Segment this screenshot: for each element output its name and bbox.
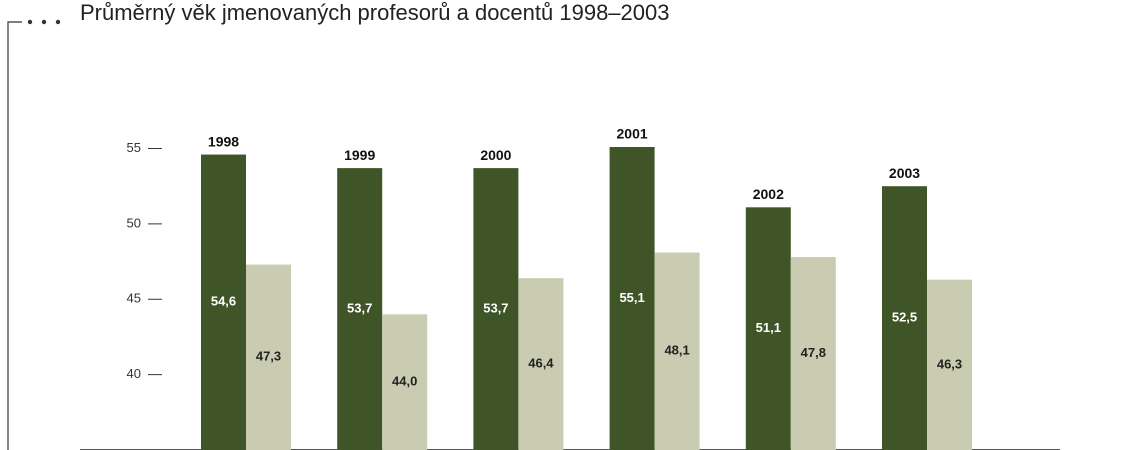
bar	[518, 278, 564, 450]
value-label: 47,8	[801, 345, 826, 360]
value-label: 46,4	[528, 356, 554, 371]
value-label: 52,5	[892, 310, 917, 325]
value-label: 51,1	[756, 320, 781, 335]
y-tick-label: 55	[127, 140, 141, 155]
title-dot	[55, 19, 61, 25]
title-dot	[27, 19, 33, 25]
category-label: 2003	[889, 165, 920, 181]
value-label: 44,0	[392, 374, 417, 389]
bar	[382, 314, 428, 450]
category-label: 2001	[617, 126, 648, 142]
value-label: 46,3	[937, 356, 962, 371]
bar	[745, 207, 791, 450]
category-label: 2002	[753, 186, 784, 202]
value-label: 53,7	[483, 300, 508, 315]
y-tick-label: 50	[127, 215, 141, 230]
bar	[790, 257, 836, 450]
bar	[246, 264, 291, 450]
bar	[609, 147, 655, 450]
bar	[927, 279, 972, 450]
category-label: 1999	[344, 147, 375, 163]
bar	[337, 168, 383, 450]
bar	[882, 186, 927, 450]
bar	[473, 168, 519, 450]
category-label: 1998	[208, 133, 239, 149]
value-label: 54,6	[211, 294, 236, 309]
chart-title: Průměrný věk jmenovaných profesorů a doc…	[80, 0, 669, 25]
value-label: 53,7	[347, 300, 372, 315]
category-label: 2000	[480, 147, 511, 163]
title-decoration	[7, 21, 22, 450]
title-dot	[41, 19, 47, 25]
value-label: 48,1	[664, 343, 689, 358]
bar	[201, 154, 246, 450]
bar	[654, 252, 700, 450]
y-tick-label: 45	[127, 291, 141, 306]
value-label: 47,3	[256, 349, 281, 364]
y-tick-label: 40	[127, 366, 141, 381]
value-label: 55,1	[619, 290, 644, 305]
